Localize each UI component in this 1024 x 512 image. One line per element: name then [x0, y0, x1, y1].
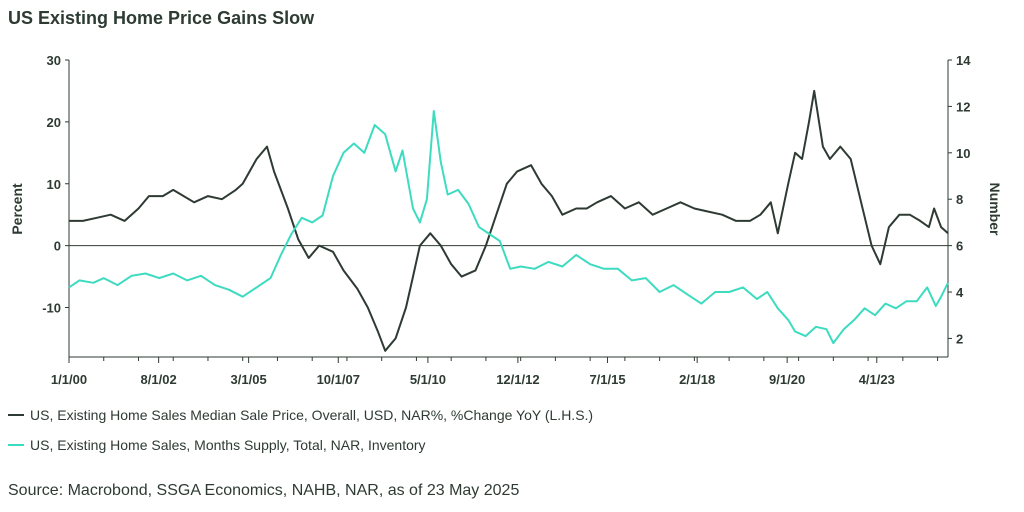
source-note: Source: Macrobond, SSGA Economics, NAHB,…	[8, 482, 520, 499]
x-tick-label: 5/1/10	[410, 372, 446, 387]
legend: US, Existing Home Sales Median Sale Pric…	[8, 400, 593, 460]
y-left-tick-label: -10	[42, 301, 61, 316]
y-left-tick-label: 10	[47, 177, 61, 192]
y-right-tick-label: 14	[956, 53, 971, 68]
y-axis-right-label: Number	[987, 183, 1003, 236]
x-tick-label: 8/1/02	[141, 372, 177, 387]
y-right-tick-label: 6	[956, 239, 963, 254]
series-line-months-supply	[68, 110, 949, 345]
series-line-price-yoy	[69, 89, 949, 352]
y-right-tick-label: 4	[956, 285, 964, 300]
legend-label-inventory: US, Existing Home Sales, Months Supply, …	[30, 437, 426, 453]
y-axis-left-label: Percent	[9, 183, 25, 235]
x-tick-label: 9/1/20	[769, 372, 805, 387]
y-left-tick-label: 30	[47, 53, 61, 68]
legend-swatch-price	[8, 414, 24, 416]
y-right-tick-label: 10	[956, 146, 970, 161]
x-tick-label: 7/1/15	[589, 372, 625, 387]
legend-swatch-inventory	[8, 444, 24, 446]
chart-title: US Existing Home Price Gains Slow	[8, 8, 315, 28]
x-tick-label: 3/1/05	[231, 372, 267, 387]
legend-item-price: US, Existing Home Sales Median Sale Pric…	[8, 400, 593, 430]
y-right-tick-label: 8	[956, 192, 963, 207]
x-tick-label: 12/1/12	[496, 372, 539, 387]
y-right-tick-label: 12	[956, 99, 970, 114]
x-tick-label: 1/1/00	[51, 372, 87, 387]
y-left-tick-label: 20	[47, 115, 61, 130]
y-right-tick-label: 2	[956, 331, 963, 346]
legend-item-inventory: US, Existing Home Sales, Months Supply, …	[8, 430, 593, 460]
y-left-tick-label: 0	[54, 239, 61, 254]
x-tick-label: 4/1/23	[859, 372, 895, 387]
x-tick-label: 10/1/07	[317, 372, 360, 387]
x-tick-label: 2/1/18	[679, 372, 715, 387]
legend-label-price: US, Existing Home Sales Median Sale Pric…	[30, 407, 594, 423]
